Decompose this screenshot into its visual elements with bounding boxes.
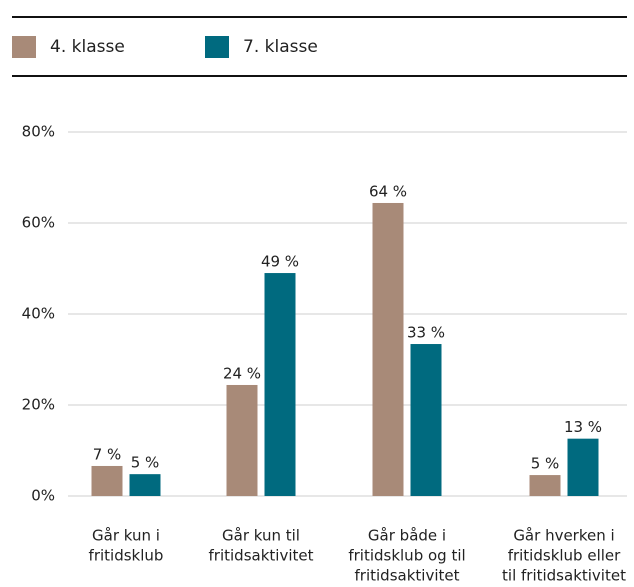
bar [264, 273, 296, 496]
x-tick-label: Går kun til [222, 527, 300, 545]
value-label: 49 % [261, 253, 299, 271]
y-tick-label: 60% [22, 214, 55, 232]
x-tick-label: fritidsklub [89, 547, 164, 565]
bar [226, 384, 258, 496]
x-tick-label: fritidsklub og til [348, 547, 465, 565]
y-tick-label: 0% [31, 487, 55, 505]
value-label: 64 % [369, 182, 407, 200]
legend-label: 4. klasse [50, 37, 125, 57]
bar [529, 475, 561, 496]
legend-label: 7. klasse [243, 37, 318, 57]
value-label: 5 % [531, 455, 560, 473]
value-label: 13 % [564, 418, 602, 436]
bar [91, 465, 123, 496]
y-tick-label: 80% [22, 123, 55, 141]
value-label: 7 % [93, 445, 122, 463]
bar [372, 202, 404, 497]
value-label: 5 % [131, 454, 160, 472]
bar [410, 344, 442, 496]
x-tick-label: Går hverken i [513, 527, 614, 545]
legend-swatch [12, 36, 36, 58]
value-label: 24 % [223, 364, 261, 382]
x-tick-label: Går både i [368, 527, 446, 545]
x-tick-label: fritidsaktivitet [209, 547, 314, 565]
legend-swatch [205, 36, 229, 58]
x-tick-label: fritidsklub eller [508, 547, 621, 565]
x-tick-label: fritidsaktivitet [355, 567, 460, 585]
x-tick-label: til fritidsaktivitet [502, 567, 626, 585]
x-tick-label: Går kun i [92, 527, 160, 545]
y-tick-label: 40% [22, 305, 55, 323]
value-label: 33 % [407, 324, 445, 342]
bar [567, 438, 599, 496]
y-tick-label: 20% [22, 396, 55, 414]
bar [129, 474, 161, 496]
